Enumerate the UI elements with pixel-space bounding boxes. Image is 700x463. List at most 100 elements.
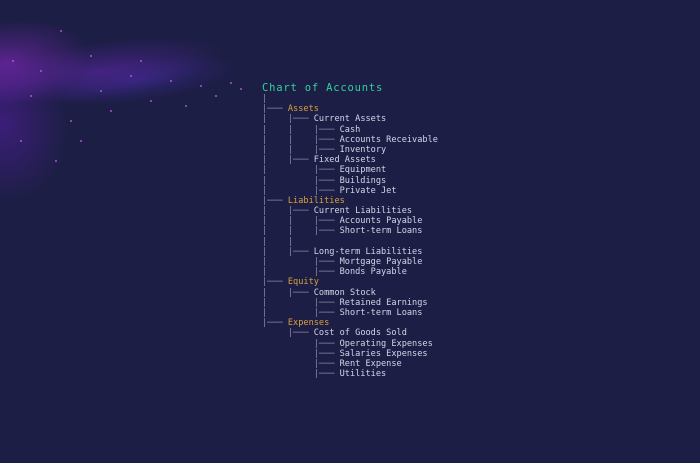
tree-connector: | |─── xyxy=(262,257,340,267)
tree-connector: | |─── xyxy=(262,297,340,308)
particle xyxy=(185,105,187,107)
particle xyxy=(80,140,82,142)
account-label: Current Liabilities xyxy=(313,206,413,217)
account-label: Inventory xyxy=(339,144,387,155)
tree-row: | |─── Mortgage Payable xyxy=(262,257,438,267)
particle xyxy=(130,75,132,77)
tree-connector: | | |─── xyxy=(262,226,340,237)
account-label: Mortgage Payable xyxy=(339,257,423,267)
particle xyxy=(60,30,62,32)
particle xyxy=(170,80,172,82)
account-label: Cost of Goods Sold xyxy=(313,328,407,339)
tree-connector: |─── xyxy=(262,358,340,369)
page-title: Chart of Accounts xyxy=(262,82,384,94)
tree-row: |─── Cost of Goods Sold xyxy=(262,328,438,338)
account-label: Accounts Payable xyxy=(339,216,423,227)
particle xyxy=(230,82,232,84)
category-label: Equity xyxy=(287,277,319,288)
account-label: Current Assets xyxy=(313,114,387,125)
account-label: Salaries Expenses xyxy=(339,348,428,359)
particle xyxy=(240,88,242,90)
particle xyxy=(90,55,92,57)
tree-row: | |─── Buildings xyxy=(262,176,438,186)
tree-connector: | | |─── xyxy=(262,124,340,135)
tree-connector: |─── xyxy=(262,195,288,206)
tree-row: |─── Utilities xyxy=(262,369,438,379)
tree-connector: | |─── xyxy=(262,165,340,176)
account-tree: | |─── Assets | |─── Current Assets | | |──… xyxy=(262,94,438,379)
tree-connector: | | |─── xyxy=(262,144,340,155)
tree-connector: | |─── xyxy=(262,287,314,298)
tree-connector: |─── xyxy=(262,277,288,288)
tree-category-row: |─── Expenses xyxy=(262,318,438,328)
tree-row: | | |─── Inventory xyxy=(262,145,438,155)
particle xyxy=(100,90,102,92)
particle xyxy=(55,160,57,162)
particle xyxy=(40,70,42,72)
tree-connector: | |─── xyxy=(262,114,314,125)
tree-connector: | |─── xyxy=(262,185,340,196)
tree-row: | |─── Retained Earnings xyxy=(262,298,438,308)
tree-category-row: |─── Equity xyxy=(262,277,438,287)
account-label: Buildings xyxy=(339,175,387,186)
account-label: Fixed Assets xyxy=(313,155,376,166)
tree-connector: |─── xyxy=(262,328,314,339)
tree-row: | xyxy=(262,94,438,104)
account-label: Long-term Liabilities xyxy=(313,246,423,257)
tree-row: | | |─── Accounts Payable xyxy=(262,216,438,226)
particle xyxy=(140,60,142,62)
tree-row: | |─── Common Stock xyxy=(262,288,438,298)
tree-connector: | | |─── xyxy=(262,134,340,145)
category-label: Liabilities xyxy=(287,195,345,206)
tree-row: | |─── Fixed Assets xyxy=(262,155,438,165)
tree-connector: |─── xyxy=(262,338,340,349)
tree-connector: | |─── xyxy=(262,206,314,217)
tree-connector: |─── xyxy=(262,104,288,115)
tree-row: | |─── Bonds Payable xyxy=(262,267,438,277)
particle xyxy=(70,120,72,122)
particle xyxy=(12,60,14,62)
account-label: Utilities xyxy=(339,369,387,380)
particle xyxy=(20,140,22,142)
tree-connector: | | xyxy=(262,236,294,247)
tree-category-row: |─── Liabilities xyxy=(262,196,438,206)
tree-row: | |─── Long-term Liabilities xyxy=(262,247,438,257)
account-label: Accounts Receivable xyxy=(339,134,438,145)
account-label: Short-term Loans xyxy=(339,226,423,237)
nebula-background xyxy=(0,0,287,242)
tree-connector: | xyxy=(262,94,268,104)
tree-connector: | |─── xyxy=(262,155,314,166)
account-label: Retained Earnings xyxy=(339,297,428,308)
account-label: Equipment xyxy=(339,165,387,176)
tree-category-row: |─── Assets xyxy=(262,104,438,114)
particle xyxy=(215,95,217,97)
particle xyxy=(150,100,152,102)
tree-connector: | |─── xyxy=(262,246,314,257)
tree-row: |─── Rent Expense xyxy=(262,359,438,369)
account-label: Private Jet xyxy=(339,185,397,196)
tree-row: | |─── Current Assets xyxy=(262,114,438,124)
tree-row: | |─── Equipment xyxy=(262,165,438,175)
particle xyxy=(110,110,112,112)
account-label: Rent Expense xyxy=(339,358,402,369)
tree-row: | |─── Short-term Loans xyxy=(262,308,438,318)
particle xyxy=(200,85,202,87)
account-label: Bonds Payable xyxy=(339,267,407,278)
tree-row: | | |─── Accounts Receivable xyxy=(262,135,438,145)
tree-connector: | |─── xyxy=(262,307,340,318)
account-label: Short-term Loans xyxy=(339,307,423,318)
particle xyxy=(30,95,32,97)
tree-connector: | |─── xyxy=(262,175,340,186)
tree-connector: | | |─── xyxy=(262,216,340,227)
account-label: Common Stock xyxy=(313,287,376,298)
category-label: Assets xyxy=(287,104,319,115)
account-label: Cash xyxy=(339,124,361,135)
tree-connector: |─── xyxy=(262,318,288,329)
tree-row: | | |─── Short-term Loans xyxy=(262,226,438,236)
tree-row: |─── Salaries Expenses xyxy=(262,349,438,359)
tree-row: | | |─── Cash xyxy=(262,125,438,135)
tree-row: | | xyxy=(262,237,438,247)
tree-connector: |─── xyxy=(262,348,340,359)
category-label: Expenses xyxy=(287,318,330,329)
tree-row: |─── Operating Expenses xyxy=(262,339,438,349)
